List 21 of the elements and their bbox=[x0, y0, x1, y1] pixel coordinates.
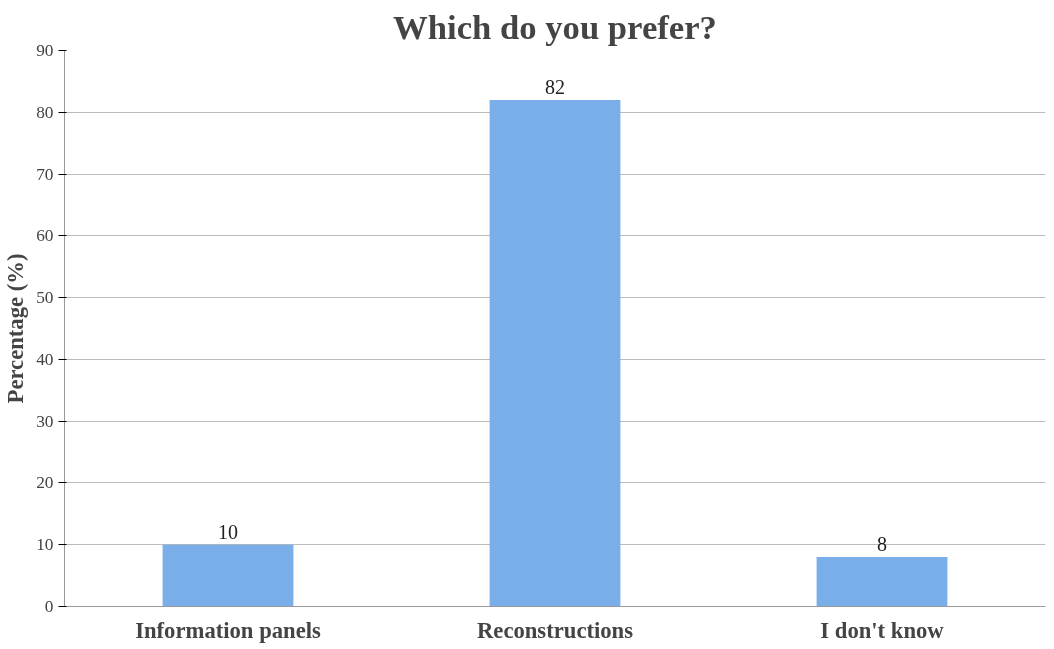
y-tick-label: 50 bbox=[36, 288, 54, 308]
data-label: 10 bbox=[218, 520, 238, 543]
bar bbox=[162, 544, 294, 607]
data-label: 8 bbox=[877, 533, 887, 556]
chart-title: Which do you prefer? bbox=[393, 7, 717, 46]
bar bbox=[489, 99, 621, 607]
y-tick-label: 30 bbox=[36, 411, 54, 431]
y-tick-label: 10 bbox=[36, 535, 54, 555]
y-tick-label: 20 bbox=[36, 473, 54, 493]
x-tick-label: Information panels bbox=[135, 617, 322, 643]
y-tick-label: 90 bbox=[36, 41, 54, 60]
x-tick-label: I don't know bbox=[820, 617, 945, 643]
y-tick-label: 70 bbox=[36, 164, 54, 184]
y-tick-label: 40 bbox=[36, 349, 54, 369]
bar bbox=[816, 557, 948, 607]
x-tick-label: Reconstructions bbox=[476, 617, 634, 643]
data-label: 82 bbox=[545, 75, 565, 98]
y-axis-title: Percentage (%) bbox=[3, 253, 29, 404]
y-tick-label: 80 bbox=[36, 102, 54, 122]
y-tick-label: 60 bbox=[36, 226, 54, 246]
y-tick-label: 0 bbox=[44, 597, 54, 616]
